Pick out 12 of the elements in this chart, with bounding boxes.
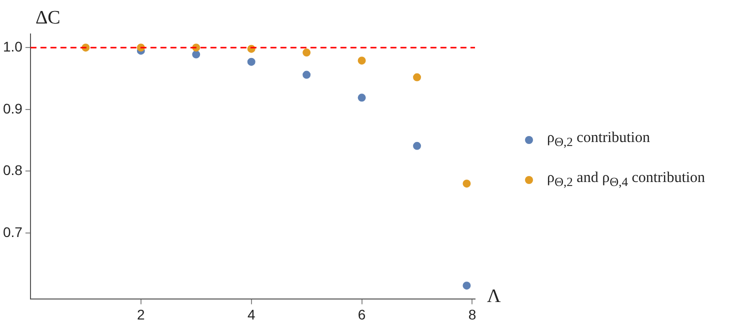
legend-label: ρ$_{Θ,2}$ and ρ$_{Θ,4}$ contribution	[547, 170, 706, 190]
x-tick-label: 2	[137, 306, 146, 322]
y-tick-label: 1.0	[2, 38, 23, 54]
x-axis-title: Λ	[487, 286, 501, 308]
x-tick-label: 8	[468, 306, 476, 322]
y-tick-label: 0.9	[2, 100, 23, 116]
x-tick-label: 4	[247, 306, 256, 322]
x-tick-label: 6	[358, 306, 366, 322]
legend-label: ρ$_{Θ,2}$ contribution	[547, 130, 650, 150]
y-axis-title: ΔC	[35, 7, 60, 28]
y-tick-label: 0.7	[2, 224, 23, 240]
y-tick-label: 0.8	[2, 162, 23, 178]
